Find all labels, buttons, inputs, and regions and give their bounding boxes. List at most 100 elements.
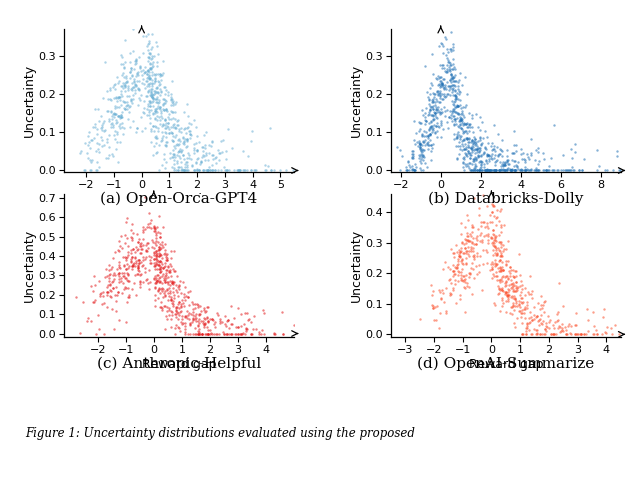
Point — [198, 322, 209, 330]
Point — [95, 112, 106, 120]
Point — [512, 302, 522, 310]
Point — [125, 64, 136, 71]
Point — [160, 249, 170, 256]
Point — [135, 240, 145, 248]
Point — [119, 261, 129, 268]
Point — [122, 271, 132, 279]
Point — [454, 150, 465, 158]
Point — [147, 63, 157, 71]
Point — [482, 165, 492, 173]
Point — [246, 167, 256, 174]
Point — [408, 150, 419, 158]
Point — [474, 167, 484, 174]
Point — [610, 321, 620, 329]
Point — [490, 236, 500, 244]
Point — [504, 267, 515, 275]
Point — [180, 135, 190, 143]
Point — [189, 330, 200, 337]
Point — [165, 278, 175, 285]
Point — [157, 134, 168, 142]
Point — [489, 154, 499, 161]
Point — [120, 83, 130, 91]
Point — [432, 120, 442, 127]
Point — [164, 115, 174, 122]
Point — [461, 127, 471, 135]
Point — [448, 286, 458, 294]
Point — [176, 302, 186, 310]
Point — [496, 249, 506, 257]
Point — [456, 107, 467, 115]
Point — [464, 252, 474, 260]
Point — [496, 206, 506, 214]
Point — [471, 140, 481, 147]
Point — [116, 269, 127, 277]
Point — [508, 303, 518, 310]
Point — [110, 127, 120, 134]
Point — [408, 117, 419, 125]
Point — [467, 291, 477, 298]
Point — [153, 50, 163, 57]
Point — [476, 141, 486, 148]
Point — [164, 129, 175, 137]
Point — [145, 102, 156, 110]
Point — [148, 110, 158, 118]
Point — [129, 75, 140, 83]
Point — [529, 325, 539, 333]
Point — [174, 135, 184, 143]
Point — [186, 330, 196, 337]
Point — [449, 115, 459, 123]
Point — [159, 274, 169, 282]
Point — [179, 151, 189, 159]
Point — [155, 106, 165, 113]
Point — [488, 167, 498, 174]
Point — [432, 133, 442, 141]
Point — [201, 151, 211, 159]
Point — [120, 82, 131, 90]
Point — [166, 153, 177, 161]
Point — [130, 253, 140, 261]
Point — [532, 144, 543, 152]
Point — [538, 304, 548, 312]
Point — [452, 78, 463, 86]
Point — [189, 140, 199, 148]
Point — [138, 261, 148, 269]
Point — [114, 316, 124, 324]
Point — [157, 305, 168, 312]
Point — [136, 239, 146, 246]
Point — [115, 264, 125, 271]
Point — [458, 249, 468, 257]
Point — [444, 114, 454, 121]
Point — [150, 115, 160, 123]
Point — [115, 138, 125, 146]
Point — [446, 279, 456, 287]
Point — [490, 161, 500, 169]
Point — [75, 149, 85, 157]
Point — [435, 123, 445, 131]
Point — [461, 247, 472, 254]
Point — [495, 146, 506, 153]
Point — [419, 138, 429, 146]
Point — [495, 238, 506, 246]
Point — [544, 324, 554, 332]
Point — [446, 11, 456, 18]
Point — [131, 124, 141, 132]
Point — [193, 301, 203, 309]
Point — [138, 49, 148, 56]
Point — [173, 311, 184, 319]
Point — [459, 272, 469, 280]
Point — [476, 136, 486, 144]
Point — [465, 232, 476, 240]
Point — [515, 250, 525, 258]
Point — [134, 268, 144, 275]
Point — [129, 78, 140, 85]
Point — [427, 122, 437, 130]
Point — [516, 331, 527, 338]
Point — [152, 117, 163, 124]
Point — [237, 330, 247, 337]
Point — [464, 164, 474, 172]
Point — [143, 88, 154, 95]
Point — [116, 277, 126, 285]
Point — [107, 112, 117, 120]
Point — [147, 93, 157, 101]
Point — [233, 304, 243, 312]
